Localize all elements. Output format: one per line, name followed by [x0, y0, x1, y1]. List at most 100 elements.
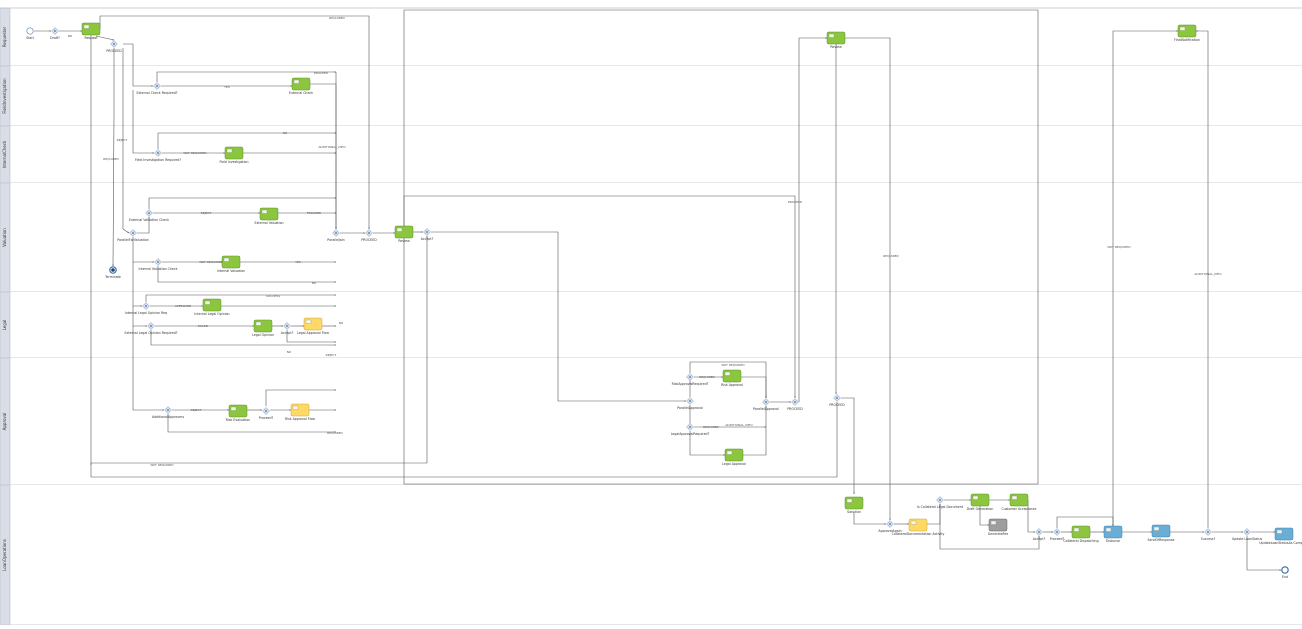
task-box: [1009, 493, 1029, 507]
node-t-legal-appr2[interactable]: Legal Approval: [722, 448, 746, 466]
node-end-term[interactable]: Terminate: [104, 266, 121, 279]
node-g-draft[interactable]: Draft?: [50, 27, 60, 41]
node-t-ext[interactable]: External Check: [289, 77, 313, 95]
task-box: [221, 255, 241, 269]
node-label: UpdateLoanStatusAs Complete: [1259, 541, 1302, 545]
node-g-extval-chk[interactable]: External Valuation Check: [129, 209, 169, 223]
node-g-accept-l[interactable]: Accept?: [281, 322, 294, 336]
flow-arrowhead: [1033, 531, 1035, 533]
node-g-proceed1[interactable]: PROCEED: [361, 229, 377, 243]
node-t-send-resp[interactable]: SendOfResponse: [1148, 524, 1175, 542]
node-g-accept[interactable]: Accept?: [421, 228, 434, 242]
node-g-proceed-b[interactable]: PROCEED: [787, 398, 803, 412]
flow-arrowhead: [789, 401, 791, 403]
node-g-par-appr-join[interactable]: ParallelApproval: [753, 398, 779, 412]
flow-label: REQUIRED: [883, 254, 899, 258]
flow-arrowhead: [1150, 531, 1152, 533]
flow-label: NOT REQUIRED: [199, 260, 223, 264]
user-task-icon: [261, 209, 268, 214]
node-g-legal-appr-req[interactable]: LegalApprovalRequired?: [671, 423, 710, 437]
gateway-marker: [1245, 530, 1249, 534]
node-g-proceed-d[interactable]: Proceed?: [1050, 528, 1065, 542]
node-label: Start: [26, 36, 35, 40]
user-task-icon: [846, 498, 853, 503]
node-t-intlegal[interactable]: Internal Legal Opinion: [194, 298, 230, 316]
node-t-risk[interactable]: Risk Evaluation: [226, 404, 250, 422]
node-label: Field Investigation: [219, 160, 248, 164]
node-g-update[interactable]: Update LoanStatus: [1232, 528, 1263, 542]
node-g-proceed-c[interactable]: PROCEED: [829, 394, 845, 408]
node-g-fi-req[interactable]: Field Investigation Required?: [135, 149, 181, 163]
node-g-proceed-a[interactable]: Proceed?: [259, 407, 274, 421]
node-label: Accept?: [281, 331, 294, 335]
node-g-approval[interactable]: ApprovalAgain: [878, 520, 902, 534]
node-t-extval[interactable]: External Valuation: [254, 207, 284, 225]
node-g-parallel-v[interactable]: ParallelForValuation: [117, 229, 149, 243]
flow-arrowhead: [334, 305, 336, 307]
node-g-extlegal-req[interactable]: External Legal Opinion Required?: [125, 322, 178, 336]
node-start[interactable]: Start: [26, 27, 35, 40]
flow-arrowhead: [1202, 531, 1204, 533]
node-g-proceed0[interactable]: PROCEED: [106, 40, 122, 54]
node-g-add-approv[interactable]: AdditionalApprovers: [152, 406, 185, 420]
node-g-collat-req[interactable]: Is Collateral Legal Document: [917, 496, 964, 510]
flow-label: PROCEED: [788, 200, 803, 204]
task-box: [724, 448, 744, 462]
node-label: External Check: [289, 91, 313, 95]
node-t-disburse[interactable]: Disburse: [1103, 525, 1123, 543]
task-box: [826, 31, 846, 45]
node-t-generate-fee[interactable]: GenerateFee: [988, 518, 1009, 536]
node-label: Disburse: [1106, 539, 1120, 543]
node-g-par-appr[interactable]: ParallelApproval: [677, 397, 703, 411]
flow-label: NOT REQUIRED: [721, 363, 745, 367]
flow-label: APPROVED: [175, 304, 192, 308]
node-g-parallel-join[interactable]: ParallelJoin: [327, 229, 345, 243]
node-label: Terminate: [104, 275, 121, 279]
node-g-accept2[interactable]: Accept?: [1033, 528, 1046, 542]
node-t-review[interactable]: Review: [394, 225, 414, 243]
flow-label: SUCCESS: [266, 294, 280, 298]
node-t-risk-appr[interactable]: Risk Approval Flow: [285, 403, 315, 421]
node-t-risk-appr2[interactable]: Risk Approval: [721, 369, 743, 387]
sequence-flow: [157, 132, 336, 149]
gateway-marker: [688, 399, 692, 403]
event-icon: [26, 27, 34, 35]
user-task-icon: [1153, 526, 1160, 531]
node-t-collateral[interactable]: CollateralDocumentation Activity: [892, 518, 945, 536]
node-t-fi[interactable]: Field Investigation: [219, 146, 249, 164]
node-t-customer-acc[interactable]: Customer Acceptance: [1001, 493, 1037, 511]
task-box: [303, 317, 323, 331]
user-task-icon: [1179, 26, 1186, 31]
node-g-ext-req[interactable]: External Check Required?: [137, 82, 178, 96]
flow-arrowhead: [1051, 531, 1053, 533]
gateway-marker: [1055, 530, 1059, 534]
flow-label: NOT REQUIRED: [1107, 245, 1131, 249]
node-g-risk-appr-req[interactable]: RiskApprovalRequired?: [672, 373, 709, 387]
node-g-intval-chk[interactable]: Internal Valuation Check: [139, 258, 178, 272]
flow-arrowhead: [152, 261, 154, 263]
node-t-intval[interactable]: Internal Valuation: [217, 255, 245, 273]
user-task-icon: [1073, 527, 1080, 532]
node-g-intlegal-req[interactable]: Internal Legal Opinion Req: [125, 302, 167, 316]
node-t-legal[interactable]: Legal Opinion: [252, 319, 274, 337]
node-label: Internal Legal Opinion: [194, 312, 229, 316]
node-label: Draft Generation: [967, 507, 994, 511]
node-t-final-notif[interactable]: FinalNotification: [1174, 24, 1200, 42]
node-end[interactable]: End: [1281, 566, 1289, 579]
node-t-collat-dispatch[interactable]: Collateral Dispatching: [1063, 525, 1099, 543]
node-label: LegalApprovalRequired?: [671, 432, 710, 436]
node-t-legal-appr[interactable]: Legal Approval Flow: [297, 317, 329, 335]
flow-label: REQUIRED: [329, 16, 345, 20]
node-t-draft-gen[interactable]: Draft Generation: [967, 493, 994, 511]
node-label: ParallelApproval: [753, 407, 779, 411]
node-g-success[interactable]: Success?: [1201, 528, 1216, 542]
user-task-icon: [910, 520, 917, 525]
flow-arrowhead: [1196, 30, 1198, 32]
node-t-update-status[interactable]: UpdateLoanStatusAs Complete: [1259, 527, 1302, 545]
node-label: Sanction: [847, 510, 861, 514]
sequence-flow: [99, 15, 370, 229]
node-t-request[interactable]: Request: [81, 22, 101, 40]
flow-arrowhead: [1279, 569, 1281, 571]
node-t-sanction[interactable]: Sanction: [844, 496, 864, 514]
node-t-review2[interactable]: Review: [826, 31, 846, 49]
